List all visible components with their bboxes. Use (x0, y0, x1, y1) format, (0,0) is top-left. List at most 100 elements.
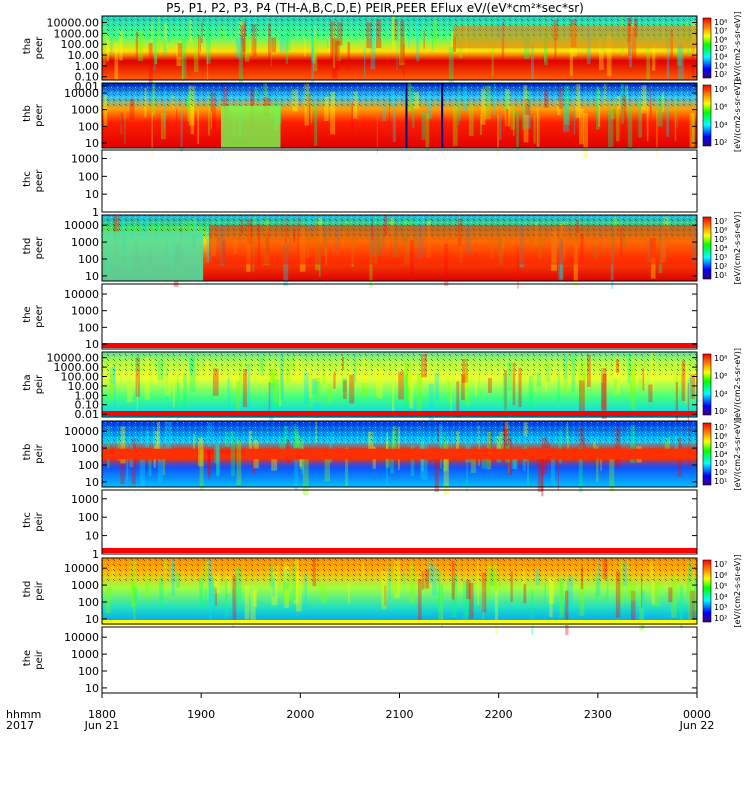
x-tick-label: 2300 (584, 708, 612, 721)
spectrogram-stripe (505, 109, 509, 149)
spectrogram-stripe (466, 584, 470, 616)
spectrogram-stripe (319, 577, 321, 592)
spectrogram-stripe (284, 562, 289, 608)
spectrogram-stripe (253, 587, 257, 607)
spectrogram-stripe (239, 361, 243, 392)
spectrogram-stripe (304, 573, 307, 610)
spectrogram-stripe (409, 562, 415, 605)
spectrogram-stripe (135, 31, 139, 62)
spectrogram-stripe (309, 363, 312, 398)
spectrogram-stripe (510, 104, 515, 130)
spectrogram-stripe (397, 427, 400, 470)
spectrogram-stripe (548, 577, 555, 604)
spectrogram-stripe (199, 449, 204, 490)
spectrogram-stripe (480, 88, 486, 125)
spectrogram-stripe (629, 31, 633, 68)
colorbar-label: [eV/(cm2-s-sr-eV)] (733, 11, 742, 84)
spectrogram-stripe (656, 110, 658, 155)
spectrogram-stripe (441, 585, 444, 627)
panel-frame (101, 283, 698, 350)
spectrogram-stripe (601, 373, 607, 420)
colorbar-tick-label: 10³ (714, 253, 727, 262)
spectrogram-stripe (376, 110, 378, 154)
spectrogram-stripe (465, 375, 470, 406)
spectrogram-stripe (130, 582, 136, 608)
spectrogram-stripe (595, 87, 600, 130)
spectrogram-stripe (468, 582, 474, 619)
spectrogram-stripe (652, 43, 656, 71)
spectrogram-stripe (311, 378, 317, 395)
spectrogram-stripe (579, 583, 585, 616)
spectrogram-stripe (654, 581, 661, 607)
colorbar-tick-label: 10³ (714, 603, 727, 612)
spectrogram-stripe (410, 445, 415, 477)
colorbar-tick-label: 10² (714, 468, 727, 477)
panel-the-peer: 10000 1000 100 10 the peer (22, 283, 698, 351)
spectrogram-stripe (113, 364, 116, 407)
status-bar (102, 343, 697, 348)
spectrogram-stripe (569, 38, 573, 76)
spectrogram-stripe (148, 42, 153, 87)
spectrogram-stripe (110, 26, 113, 56)
spectrogram-stripe (269, 368, 275, 393)
spectrogram-stripe (381, 570, 387, 609)
panel-frame (101, 626, 698, 694)
y-tick-label: 10.00 (68, 380, 100, 393)
colorbar-tick-label: 10⁵ (714, 582, 727, 591)
spectrogram-stripe (437, 569, 441, 613)
colorbar-label: [eV/(cm2-s-sr-eV)] (733, 554, 742, 627)
panel-species-label: peer (34, 236, 45, 260)
spectrogram-stripe (313, 34, 318, 72)
spectrogram-stripe (209, 578, 212, 622)
spectrogram-stripe (466, 448, 468, 492)
panel-species-label: peer (34, 103, 45, 127)
spectrogram-stripe (630, 590, 636, 622)
spectrogram-stripe (331, 38, 338, 79)
spectrogram-stripe (236, 381, 240, 413)
ion-band (244, 448, 698, 460)
spectrogram-stripe (280, 355, 285, 400)
x-tick-label: 0000 (683, 708, 711, 721)
spectrogram-stripe (270, 30, 272, 67)
spectrogram-stripe (675, 382, 679, 427)
spectrogram-stripe (674, 98, 677, 141)
y-tick-label: 10000.00 (47, 352, 100, 365)
spectrogram-stripe (252, 446, 255, 474)
spectrogram-stripe (120, 113, 122, 135)
spectrogram-stripe (481, 451, 488, 469)
spectrogram-stripe (227, 377, 230, 407)
spectrogram-stripe (105, 586, 111, 614)
spectrogram-stripe (567, 435, 569, 458)
spectrogram-stripe (688, 425, 690, 469)
spectrogram-stripe (391, 378, 395, 413)
spectrogram-stripe (230, 431, 235, 477)
panel-frame (101, 15, 698, 81)
spectrogram-stripe (212, 368, 219, 396)
colorbar-tick-label: 10⁶ (714, 226, 727, 235)
spectrogram-stripe (343, 380, 347, 399)
spectrogram-stripe (322, 368, 326, 385)
spectrogram-stripe (488, 377, 492, 393)
spectrogram-stripe (557, 375, 560, 403)
spectrogram-stripe (214, 439, 220, 464)
colorbar-tick-label: 10² (714, 262, 727, 271)
spectrogram-stripe (292, 565, 297, 601)
y-tick-label: 10.00 (68, 49, 100, 62)
spectrogram-stripe (452, 105, 458, 146)
spectrogram-stripe (512, 362, 516, 406)
spectrogram-stripe (478, 425, 480, 467)
spectrogram-stripe (214, 573, 220, 594)
panel-thb-peir: 10000 1000 100 10 thb peir 10⁷10⁶10⁵10⁴10³10²1… (22, 417, 742, 497)
spectrogram-stripe (566, 576, 573, 611)
spectrogram-stripe (309, 383, 311, 411)
spectrogram-stripe (639, 378, 642, 395)
panel-probe-label: the (22, 650, 33, 666)
y-tick-label: 0.01 (75, 408, 100, 421)
spectrogram-stripe (126, 443, 129, 480)
spectrogram-stripe (409, 374, 414, 409)
spectrogram-stripe (600, 450, 602, 471)
spectrogram-stripe (678, 43, 684, 81)
spectrogram-stripe (466, 580, 471, 600)
colorbar-label: [eV/(cm2-s-sr-eV)] (733, 417, 742, 490)
